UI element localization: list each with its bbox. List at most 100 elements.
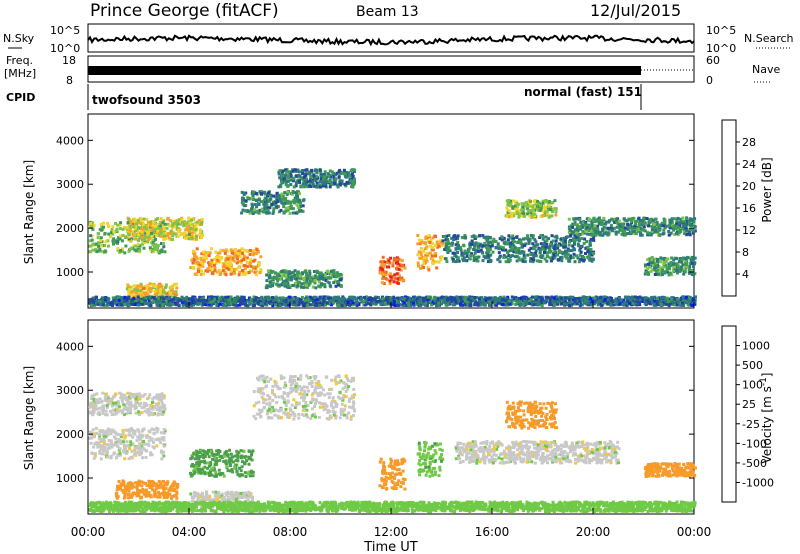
echo-cell [644,265,648,269]
echo-cell [158,294,162,298]
echo-cell [382,260,386,264]
echo-cell [201,234,205,238]
echo-cell [502,241,506,245]
echo-cell [121,227,125,231]
echo-cell [140,222,143,226]
echo-cell [330,182,334,186]
echo-cell [209,267,213,271]
echo-cell [143,241,146,244]
echo-cell [544,207,548,211]
echo-cell [319,276,323,280]
echo-cell [237,265,241,269]
echo-cell [590,221,594,225]
echo-cell [251,194,255,198]
echo-cell [206,269,210,273]
echo-cell [315,269,319,273]
echo-cell [164,286,167,290]
echo-cell [425,245,429,249]
echo-cell [227,262,231,266]
echo-cell [108,235,112,239]
echo-cell [653,266,657,270]
echo-cell [279,185,283,189]
echo-cell [634,222,638,226]
echo-cell [218,251,222,255]
echo-cell [155,293,159,297]
echo-cell [284,279,288,283]
echo-cell [338,179,342,183]
echo-cell [522,207,526,211]
echo-cell [541,247,545,251]
echo-cell [497,251,501,255]
echo-cell [488,296,492,300]
echo-cell [564,251,568,255]
echo-cell [226,254,229,258]
echo-cell [428,244,432,248]
echo-cell [593,220,597,224]
echo-cell [660,273,664,277]
echo-cell [124,244,128,248]
echo-cell [565,235,569,239]
echo-cell [544,245,548,249]
echo-cell [568,256,572,260]
echo-cell [515,209,519,213]
echo-cell [286,208,290,212]
echo-cell [294,181,298,185]
echo-cell [578,218,582,221]
echo-cell [349,169,353,173]
echo-cell [250,210,254,214]
echo-cell [308,277,312,280]
echo-cell [145,217,149,221]
echo-cell [564,255,568,259]
echo-cell [690,261,694,265]
echo-cell [515,251,518,255]
echo-cell [112,237,116,241]
echo-cell [599,296,603,300]
echo-cell [149,228,153,231]
echo-cell [321,173,325,177]
echo-cell [685,229,689,233]
echo-cell [322,184,325,188]
echo-cell [378,269,382,273]
echo-cell [94,248,98,252]
echo-cell [578,248,582,252]
echo-cell [323,273,327,277]
echo-cell [134,249,138,253]
echo-cell [692,223,696,226]
echo-cell [258,271,262,275]
echo-cell [282,281,286,285]
echo-cell [335,183,339,187]
echo-cell [352,178,356,182]
echo-cell [189,266,193,270]
echo-cell [323,282,327,286]
echo-cell [572,237,576,241]
echo-cell [589,247,593,251]
echo-cell [463,235,467,239]
echo-cell [241,252,245,256]
echo-cell [579,226,583,229]
echo-cell [303,185,306,188]
echo-cell [544,210,548,214]
echo-cell [348,181,352,185]
echo-cell [434,244,438,248]
echo-cell [511,239,515,243]
echo-cell [487,241,491,245]
echo-cell [158,298,162,302]
echo-cell [280,269,284,273]
echo-cell [257,198,261,202]
echo-cell [308,274,312,278]
echo-cell [659,267,663,271]
echo-cell [639,227,643,231]
cpid-segment-2: normal (fast) 151 [524,85,642,99]
echo-cell [251,190,255,194]
echo-cell [301,209,305,213]
echo-cell [91,248,95,252]
echo-cell [504,260,508,264]
echo-cell [553,244,557,248]
echo-cell [328,180,331,184]
echo-cell [244,303,248,307]
echo-cell [465,254,469,258]
echo-cell [268,276,272,279]
echo-cell [474,255,478,259]
echo-cell [533,238,537,242]
echo-cell [688,265,692,268]
